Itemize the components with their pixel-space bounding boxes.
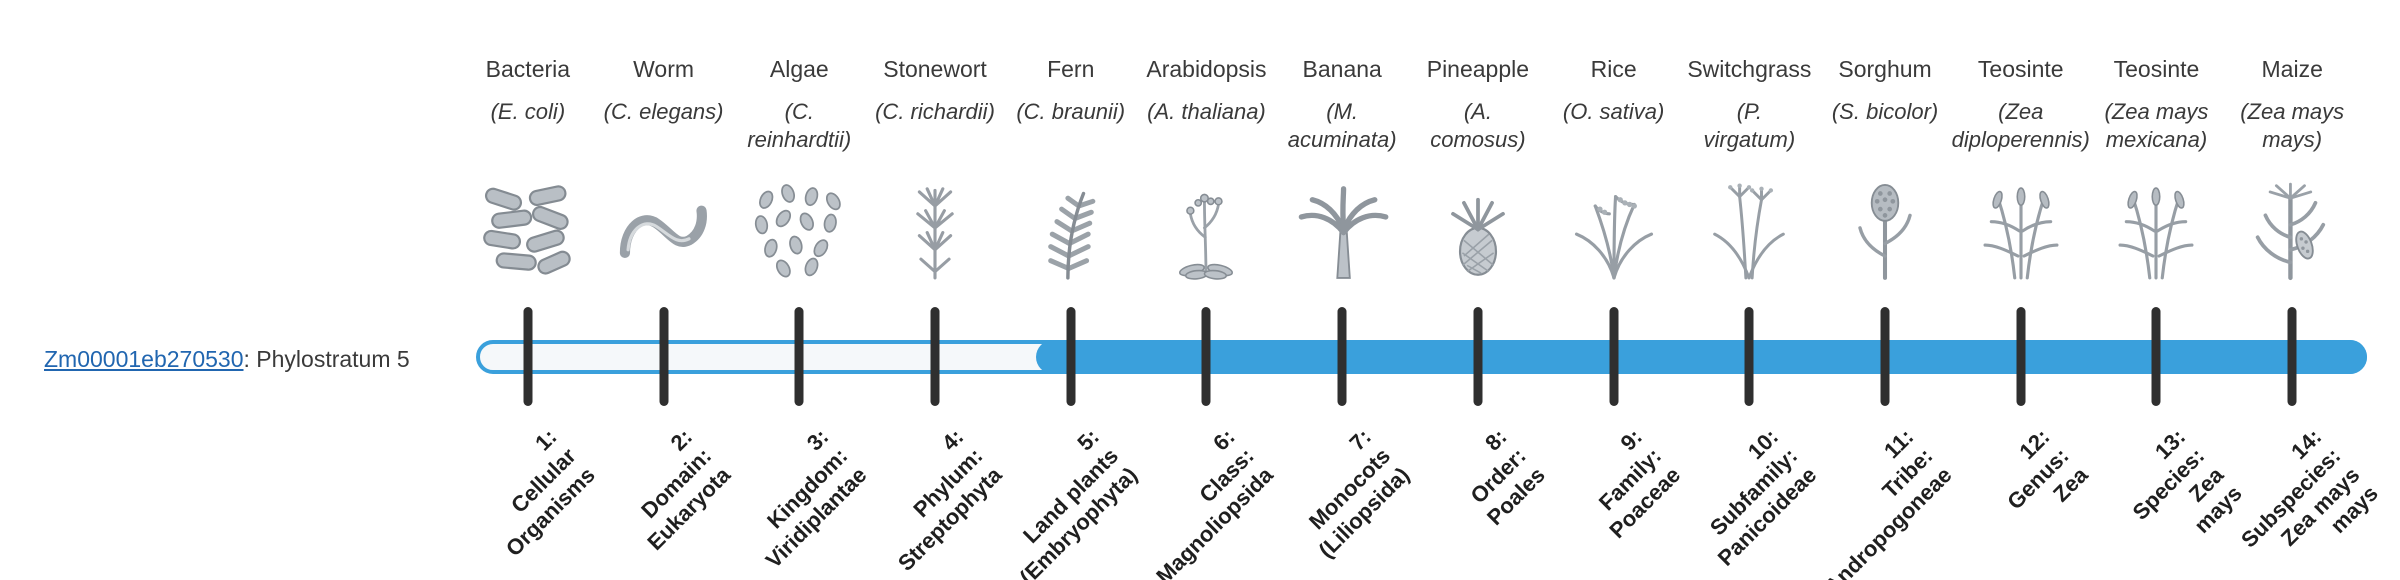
organism-latin-name: (C. braunii): [1016, 99, 1126, 124]
arabidopsis-icon: [1139, 168, 1275, 286]
tick-mark: [1609, 307, 1619, 406]
organism-column-arabidopsis: Arabidopsis (A. thaliana): [1139, 0, 1278, 580]
banana-icon: [1274, 168, 1410, 286]
tick-mark: [1066, 307, 1076, 406]
organism-common-name: Maize: [2261, 56, 2323, 82]
organism-common-name: Sorghum: [1838, 56, 1932, 82]
stratum-label: 5: Land plants (Embryophyta): [1014, 424, 1143, 580]
fern-icon: [1003, 168, 1139, 286]
tick-mark: [2151, 307, 2161, 406]
organism-common-name: Fern: [1047, 56, 1095, 82]
tick-mark: [1201, 307, 1211, 406]
tick-mark: [794, 307, 804, 406]
organism-column-banana: Banana (M. acuminata) 7: Monocots (Lilio…: [1274, 0, 1414, 580]
worm-icon: [596, 168, 732, 286]
organism-column-bacteria: Bacteria (E. coli) 1: C: [460, 0, 599, 580]
tick-mark: [2016, 307, 2026, 406]
organism-latin-name: (M. acuminata): [1287, 99, 1397, 152]
organism-column-maize: Maize (Zea mays mays): [2224, 0, 2383, 580]
sorghum-icon: [1817, 168, 1953, 286]
organism-latin-name: (Zea mays mays): [2240, 99, 2345, 152]
stratum-label: 14: Subspecies: Zea mays mays: [2235, 424, 2383, 553]
organism-common-name: Pineapple: [1426, 56, 1530, 82]
organism-column-rice: Rice (O. sativa): [1546, 0, 1685, 580]
organism-latin-name: (C. reinhardtii): [747, 99, 852, 152]
organism-common-name: Arabidopsis: [1146, 56, 1267, 82]
stratum-label: 6: Class: Magnoliopsida: [1151, 424, 1279, 580]
organism-common-name: Bacteria: [485, 56, 571, 82]
bacteria-icon: [460, 168, 596, 286]
organism-common-name: Algae: [769, 56, 829, 82]
phylostratum-fill: [1036, 340, 2367, 374]
tick-mark: [930, 307, 940, 406]
tick-mark: [1337, 307, 1347, 406]
organism-column-teosinte-diploperennis: Teosinte (Zea diploperennis): [1952, 0, 2093, 580]
algae-icon: [731, 168, 867, 286]
switchgrass-icon: [1681, 168, 1817, 286]
gene-phylostratum-text: : Phylostratum 5: [243, 346, 410, 372]
stonewort-icon: [867, 168, 1003, 286]
organism-column-stonewort: Stonewort (C. richardii) 4: Phylum: Stre…: [867, 0, 1007, 580]
tick-mark: [1744, 307, 1754, 406]
stratum-label: 12: Genus: Zea: [2002, 424, 2093, 515]
organism-latin-name: (P. virgatum): [1703, 99, 1796, 152]
organism-common-name: Stonewort: [883, 56, 987, 82]
organism-common-name: Worm: [633, 56, 695, 82]
organism-column-worm: Worm (C. elegans) 2: Domain: Eukaryota: [596, 0, 736, 580]
organism-latin-name: (S. bicolor): [1831, 99, 1939, 124]
organism-common-name: Switchgrass: [1687, 56, 1812, 82]
tick-mark: [1473, 307, 1483, 406]
organism-common-name: Teosinte: [1977, 56, 2064, 82]
organism-column-switchgrass: Switchgrass (P. virgatum): [1681, 0, 1821, 580]
organism-latin-name: (Zea diploperennis): [1951, 99, 2090, 152]
organism-column-algae: Algae (C. reinhardtii): [731, 0, 871, 580]
stratum-label: 3: Kingdom: Viridiplantae: [760, 424, 871, 573]
stratum-label: 8: Order: Poales: [1465, 424, 1550, 530]
maize-icon: [2224, 168, 2360, 286]
tick-mark: [523, 307, 533, 406]
organism-columns: Bacteria (E. coli) 1: C: [460, 0, 2383, 580]
organism-latin-name: (A. comosus): [1430, 99, 1526, 152]
stratum-label: 2: Domain: Eukaryota: [636, 424, 736, 555]
pineapple-icon: [1410, 168, 1546, 286]
organism-latin-name: (O. sativa): [1562, 99, 1665, 124]
stratum-label: 9: Family: Poaceae: [1594, 424, 1686, 543]
teosinte-icon: [1953, 168, 2089, 286]
organism-latin-name: (A. thaliana): [1147, 99, 1266, 124]
tick-mark: [2287, 307, 2297, 406]
tick-mark: [659, 307, 669, 406]
organism-common-name: Teosinte: [2113, 56, 2200, 82]
organism-latin-name: (C. richardii): [875, 99, 995, 124]
stratum-label: 1: Cellular Organisms: [500, 424, 600, 561]
stratum-label: 7: Monocots (Liliopsida): [1303, 424, 1414, 563]
organism-common-name: Rice: [1590, 56, 1637, 82]
organism-column-sorghum: Sorghum (S. bicolor): [1817, 0, 1957, 580]
gene-link[interactable]: Zm00001eb270530: [44, 346, 244, 372]
organism-latin-name: (C. elegans): [603, 99, 724, 124]
organism-latin-name: (E. coli): [490, 99, 566, 124]
teosinte-icon: [2089, 168, 2225, 286]
organism-latin-name: (Zea mays mexicana): [2104, 99, 2209, 152]
organism-common-name: Banana: [1302, 56, 1382, 82]
organism-column-teosinte-mexicana: Teosinte (Zea mays mexicana): [2089, 0, 2248, 580]
rice-icon: [1546, 168, 1682, 286]
organism-column-fern: Fern (C. braunii) 5: Land plants (Embr: [1003, 0, 1142, 580]
stratum-label: 4: Phylum: Streptophyta: [893, 424, 1007, 576]
gene-label: Zm00001eb270530: Phylostratum 5: [44, 344, 410, 374]
organism-column-pineapple: Pineapple (A. comosus) 8: Order: Poales: [1410, 0, 1550, 580]
tick-mark: [1880, 307, 1890, 406]
